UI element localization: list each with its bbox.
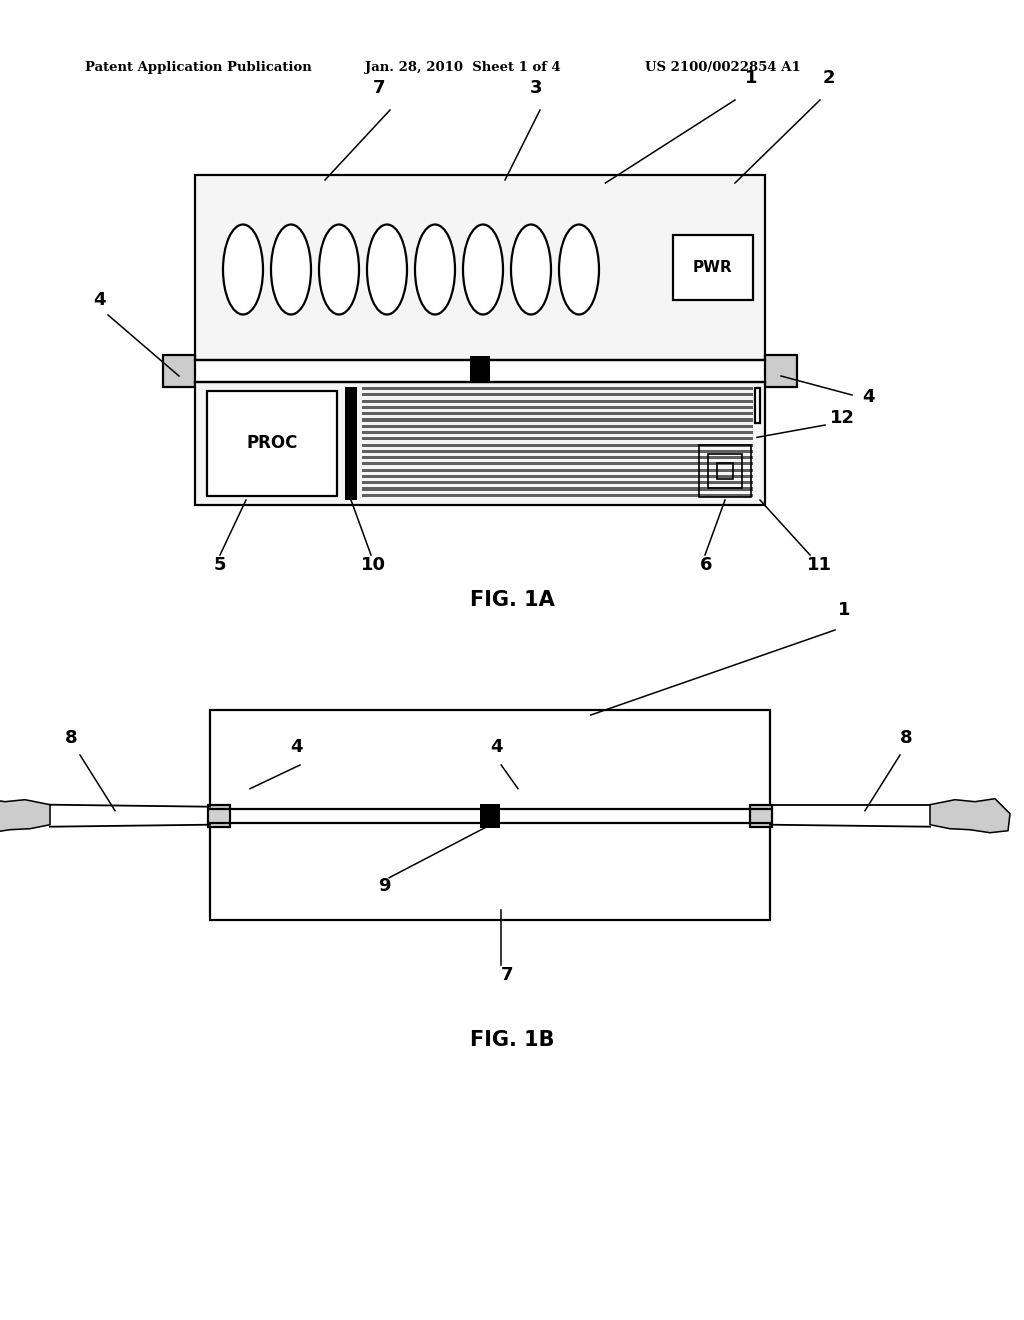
Bar	[362, 475, 753, 478]
Bar	[362, 482, 753, 484]
Bar	[362, 462, 753, 466]
Text: 1: 1	[745, 69, 758, 87]
Bar	[208, 805, 230, 826]
Bar	[362, 412, 753, 416]
Bar	[362, 437, 753, 441]
Bar	[362, 455, 753, 459]
Bar	[195, 176, 765, 360]
Text: 1: 1	[838, 601, 851, 619]
Ellipse shape	[319, 224, 359, 314]
Text: 4: 4	[490, 738, 503, 756]
Bar	[362, 418, 753, 421]
Bar	[195, 381, 765, 506]
Bar	[362, 444, 753, 446]
Bar	[470, 356, 490, 385]
Text: 4: 4	[93, 290, 105, 309]
Text: 8: 8	[65, 729, 78, 747]
Bar	[765, 355, 797, 387]
Bar	[717, 463, 733, 479]
Text: Patent Application Publication: Patent Application Publication	[85, 62, 311, 74]
Text: 9: 9	[378, 876, 390, 895]
Ellipse shape	[511, 224, 551, 314]
Polygon shape	[0, 799, 50, 833]
Bar	[210, 710, 770, 920]
Ellipse shape	[415, 224, 455, 314]
Bar	[362, 494, 753, 496]
Text: 2: 2	[823, 69, 836, 87]
Bar	[480, 804, 500, 828]
Text: 11: 11	[807, 556, 831, 574]
Bar	[362, 400, 753, 403]
Text: PROC: PROC	[247, 434, 298, 453]
Bar	[362, 393, 753, 396]
Text: 5: 5	[213, 556, 226, 574]
Bar	[699, 445, 751, 498]
Bar	[362, 405, 753, 409]
Text: FIG. 1B: FIG. 1B	[470, 1030, 554, 1049]
Bar	[673, 235, 753, 300]
Text: PWR: PWR	[693, 260, 733, 275]
Text: 4: 4	[290, 738, 302, 756]
Text: 6: 6	[700, 556, 713, 574]
Text: 10: 10	[361, 556, 386, 574]
Text: 7: 7	[501, 966, 514, 983]
Text: Jan. 28, 2010  Sheet 1 of 4: Jan. 28, 2010 Sheet 1 of 4	[365, 62, 561, 74]
Polygon shape	[930, 799, 1010, 833]
Text: US 2100/0022854 A1: US 2100/0022854 A1	[645, 62, 801, 74]
Bar	[362, 425, 753, 428]
Text: FIG. 1A: FIG. 1A	[470, 590, 554, 610]
Bar	[362, 469, 753, 471]
Bar	[207, 391, 337, 496]
Bar	[362, 487, 753, 491]
Text: 4: 4	[862, 388, 874, 407]
Bar	[163, 355, 195, 387]
Text: 7: 7	[373, 79, 385, 96]
Bar	[345, 387, 357, 500]
Bar	[362, 450, 753, 453]
Ellipse shape	[463, 224, 503, 314]
Text: 8: 8	[900, 729, 912, 747]
Bar	[750, 805, 772, 826]
Bar	[708, 454, 742, 488]
Ellipse shape	[223, 224, 263, 314]
Bar	[362, 387, 753, 391]
Ellipse shape	[271, 224, 311, 314]
Ellipse shape	[559, 224, 599, 314]
Text: 3: 3	[530, 79, 543, 96]
Ellipse shape	[367, 224, 407, 314]
Bar	[755, 388, 760, 422]
Bar	[362, 430, 753, 434]
Text: 12: 12	[830, 409, 855, 426]
